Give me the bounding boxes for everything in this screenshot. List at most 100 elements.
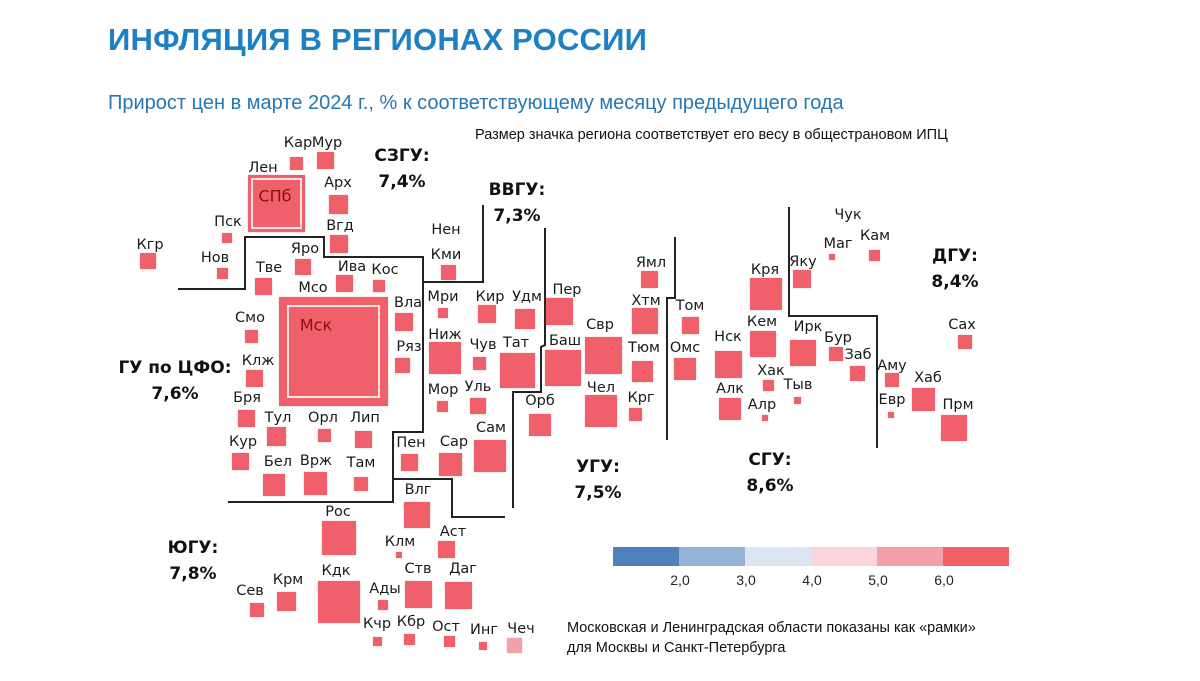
region-square (238, 410, 255, 427)
region-label: Кам (859, 228, 891, 244)
page-title: ИНФЛЯЦИЯ В РЕГИОНАХ РОССИИ (108, 22, 648, 57)
region-square (395, 358, 410, 373)
region-square (267, 427, 286, 446)
region-label: Влг (404, 482, 432, 498)
district-name: СЗГУ: (374, 146, 430, 166)
region-square (277, 592, 296, 611)
district-value: 7,5% (574, 483, 622, 503)
district-name: УГУ: (576, 457, 620, 477)
region-square (250, 603, 264, 617)
region-square (378, 600, 388, 610)
district-label: СЗГУ: 7,4% (374, 143, 429, 195)
region-label: Арх (324, 175, 352, 191)
border-line (666, 237, 676, 440)
region-label: Врж (299, 453, 333, 469)
region-square (330, 235, 348, 253)
region-square (304, 472, 327, 495)
region-label: Тул (264, 410, 292, 426)
region-label: Кгр (136, 237, 164, 253)
region-square (585, 337, 622, 374)
region-square (941, 415, 967, 441)
district-value: 7,6% (151, 384, 199, 404)
district-value: 7,8% (169, 564, 217, 584)
region-square (641, 271, 658, 288)
region-label: Вгд (326, 218, 354, 234)
region-label: Яро (290, 241, 320, 257)
region-label: Нск (714, 329, 742, 345)
frame-note-line-2: для Москвы и Санкт-Петербурга (567, 640, 786, 656)
region-square (295, 259, 311, 275)
region-label: Ниж (428, 327, 462, 343)
district-label: ДГУ: 8,4% (931, 243, 978, 295)
region-square (500, 353, 535, 388)
region-label: Лип (350, 410, 380, 426)
region-square (322, 521, 356, 555)
region-square (763, 380, 774, 391)
region-label: Тюм (627, 340, 661, 356)
region-label: Маг (823, 236, 853, 252)
region-label: Омс (669, 340, 701, 356)
district-label: УГУ: 7,5% (574, 454, 621, 506)
region-label: Бур (824, 330, 852, 346)
region-label: Клж (241, 353, 275, 369)
region-label: Яку (789, 254, 817, 270)
region-square (507, 638, 522, 653)
region-label: Ств (404, 561, 432, 577)
region-label: Мор (427, 382, 459, 398)
region-label: Заб (844, 347, 872, 363)
region-square (546, 298, 573, 325)
region-square (445, 582, 472, 609)
region-label: Пер (552, 282, 582, 298)
region-label: Кос (371, 262, 399, 278)
region-label: Сах (948, 317, 976, 333)
region-square (750, 278, 782, 310)
district-label: ЮГУ: 7,8% (168, 535, 219, 587)
region-label: Клм (384, 534, 416, 550)
region-label: Сар (439, 434, 469, 450)
region-square (829, 254, 835, 260)
region-square (470, 398, 486, 414)
district-label: ГУ по ЦФО: 7,6% (118, 355, 231, 407)
region-label: Кбр (396, 614, 426, 630)
district-name: ЮГУ: (167, 538, 219, 558)
district-name: ВВГУ: (488, 180, 546, 200)
border-line (393, 478, 505, 518)
region-square (479, 642, 487, 650)
border-line (512, 228, 546, 508)
region-square (674, 358, 696, 380)
region-square (437, 401, 448, 412)
region-square (395, 313, 413, 331)
legend-swatch (877, 547, 943, 566)
region-square (438, 541, 455, 558)
region-square (682, 317, 699, 334)
region-square (438, 308, 448, 318)
region-square (401, 454, 418, 471)
region-square (632, 361, 653, 382)
region-label: Лен (248, 160, 278, 176)
region-label: Алк (716, 381, 744, 397)
region-square (263, 474, 285, 496)
region-square (478, 305, 496, 323)
region-square (373, 637, 382, 646)
region-square (245, 330, 258, 343)
region-label: Чел (586, 380, 616, 396)
region-square (429, 342, 461, 374)
region-label: Аму (877, 358, 907, 374)
region-square (850, 366, 865, 381)
region-label: Мсо (298, 280, 328, 296)
region-square (336, 275, 353, 292)
region-label: Кар (283, 135, 313, 151)
region-label: Евр (878, 392, 906, 408)
region-square (794, 397, 801, 404)
region-square (793, 270, 811, 288)
region-square (632, 308, 658, 334)
region-square (629, 408, 642, 421)
district-value: 7,4% (378, 172, 426, 192)
region-label: Нен (431, 222, 461, 238)
region-label: Пск (214, 214, 242, 230)
legend-tick-label: 3,0 (736, 572, 756, 588)
region-square (246, 370, 263, 387)
inner-region-label: СПб (258, 186, 292, 206)
legend-swatch (943, 547, 1009, 566)
